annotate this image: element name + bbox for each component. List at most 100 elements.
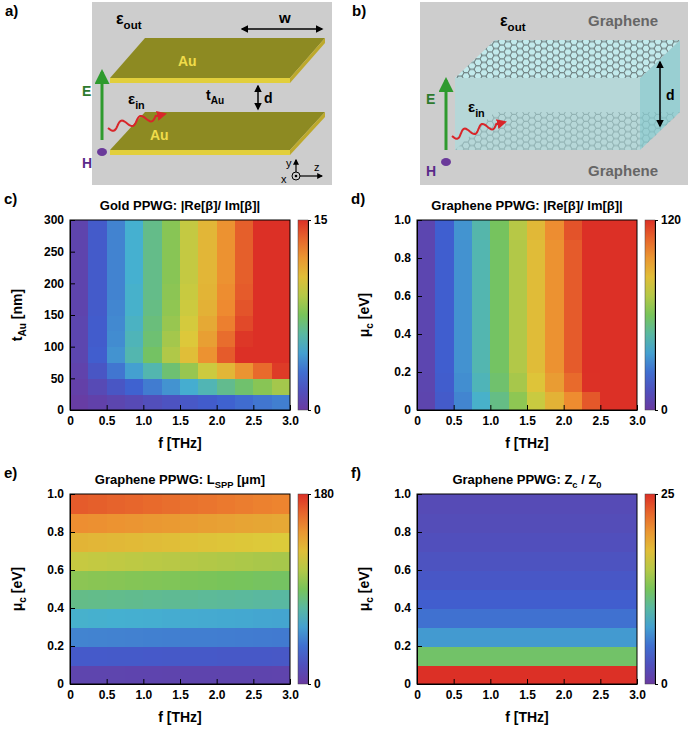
tick-label: 3.0 <box>282 688 299 702</box>
tick-mark <box>70 252 75 253</box>
tick-mark <box>527 679 528 684</box>
y-axis-title-part: μ <box>9 603 25 612</box>
heat-cell <box>143 570 162 590</box>
heat-cell <box>70 494 89 514</box>
heat-cell <box>162 494 181 514</box>
heat-cell <box>235 268 254 284</box>
tick: 0.6 <box>47 563 75 577</box>
heat-cell <box>472 494 491 514</box>
heat-cell <box>180 331 199 347</box>
heat-cell <box>253 283 272 299</box>
heat-cell <box>162 315 181 331</box>
heat-cell <box>162 513 181 533</box>
heat-cell <box>509 665 528 684</box>
tick-label: 0 <box>314 677 321 691</box>
heat-cell <box>600 665 619 684</box>
heat-cell <box>198 513 217 533</box>
heat-cell <box>107 347 126 363</box>
heat-cell <box>417 551 436 571</box>
diagram-b: b)εoutGrapheneGrapheneεindEH <box>352 2 688 185</box>
heat-cell <box>435 513 454 533</box>
heat-cell <box>582 513 601 533</box>
heat-cell <box>125 220 144 236</box>
heat-cell <box>435 315 454 335</box>
tick-mark <box>454 679 455 684</box>
heat-cell <box>417 220 436 240</box>
heat-cell <box>217 220 236 236</box>
heat-cell <box>417 296 436 316</box>
heat-cell <box>435 646 454 666</box>
chart-title: Gold PPWG: |Re[β]/ Im[β]| <box>100 198 260 213</box>
tick: 0 <box>57 403 75 417</box>
heat-cell <box>527 589 546 609</box>
heat-cell <box>162 665 181 684</box>
tick-mark <box>308 494 311 495</box>
heat-cell <box>217 347 236 363</box>
dielectric-top <box>455 40 680 78</box>
tick-label: 200 <box>44 277 64 291</box>
heat-cell <box>162 627 181 647</box>
heat-cell <box>490 391 509 410</box>
heat-cell <box>509 646 528 666</box>
tick-label: 0.8 <box>394 525 411 539</box>
heat-cell <box>472 532 491 552</box>
axis: 015 <box>308 213 328 417</box>
tick-mark <box>290 679 291 684</box>
heat-cell <box>235 299 254 315</box>
heat-cell <box>180 394 199 410</box>
heat-cell <box>619 296 637 316</box>
heat-cell <box>472 513 491 533</box>
axis: 025 <box>655 487 675 691</box>
heat-cell <box>509 391 528 410</box>
heat-cell <box>88 665 107 684</box>
gap-arrow <box>659 62 661 126</box>
tick: 0 <box>308 677 321 691</box>
heat-cell <box>198 627 217 647</box>
heat-cell <box>70 570 89 590</box>
heat-cell <box>235 378 254 394</box>
eps-out-label: εout <box>116 10 142 31</box>
heat-cell <box>545 353 564 373</box>
y-axis-title-part: μ <box>356 603 372 612</box>
heat-cell <box>180 363 199 379</box>
panel-letter: e) <box>4 464 17 481</box>
tick: 2.0 <box>209 679 226 702</box>
heat-cell <box>454 258 473 278</box>
axis-line <box>71 684 291 685</box>
heat-cell <box>253 608 272 628</box>
heat-cell <box>490 353 509 373</box>
panel-letter: d) <box>351 190 365 207</box>
heat-cell <box>162 236 181 252</box>
e-field-label: E <box>426 91 435 107</box>
heat-cell <box>272 394 290 410</box>
tick-mark <box>417 334 422 335</box>
heat-cell <box>564 239 583 259</box>
heat-cell <box>143 394 162 410</box>
tick-label: 0.2 <box>394 639 411 653</box>
heat-cell <box>217 646 236 666</box>
axis-line <box>655 495 656 685</box>
tick-label: 0.2 <box>394 365 411 379</box>
tick-mark <box>70 315 75 316</box>
heat-cell <box>107 363 126 379</box>
heat-cell <box>198 532 217 552</box>
heat-cell <box>454 589 473 609</box>
tick-label: 50 <box>51 372 65 386</box>
heat-cell <box>527 315 546 335</box>
y-axis-title: tAu [nm] <box>9 289 28 341</box>
panel-letter: b) <box>352 2 366 19</box>
eps-out-label-part: out <box>508 21 526 33</box>
e-field-arrow <box>101 72 104 140</box>
heat-cell <box>88 608 107 628</box>
tick-label: 0 <box>404 403 411 417</box>
tick-label: 2.5 <box>245 414 262 428</box>
tick: 1.0 <box>482 405 499 428</box>
heat-cell <box>272 268 290 284</box>
heat-cell <box>107 513 126 533</box>
tick-label: 0.4 <box>394 601 411 615</box>
tick-mark <box>637 679 638 684</box>
heat-cell <box>88 363 107 379</box>
heat-cell <box>454 513 473 533</box>
panel-letter: a) <box>5 2 18 19</box>
tick: 2.5 <box>592 679 609 702</box>
